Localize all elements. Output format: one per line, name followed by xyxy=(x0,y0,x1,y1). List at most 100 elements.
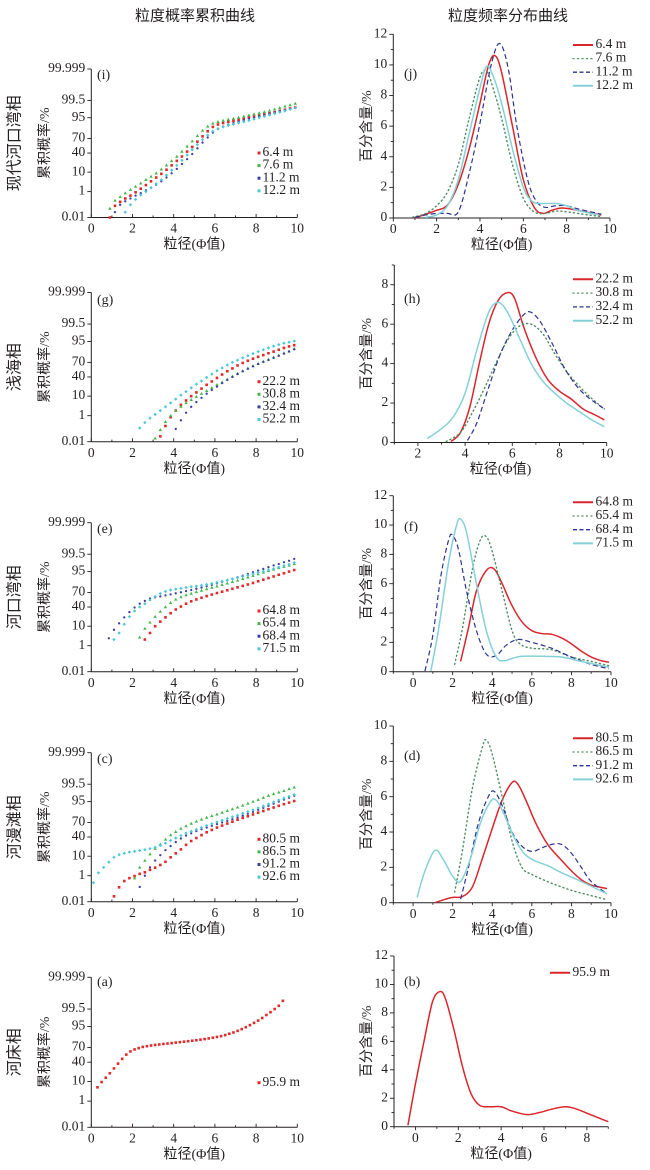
legend-item: 71.5 m xyxy=(257,640,301,655)
x-tick-label: 10 xyxy=(604,906,618,921)
series-12.2m xyxy=(425,65,600,218)
data-point xyxy=(164,848,167,852)
data-point xyxy=(148,598,152,602)
data-point xyxy=(251,808,255,812)
data-point xyxy=(287,570,291,573)
panel-label: (h) xyxy=(404,292,421,307)
x-axis-label: 粒径(Φ值) xyxy=(164,921,226,937)
data-point xyxy=(251,810,255,814)
data-point xyxy=(246,359,250,363)
x-tick-label: 6 xyxy=(212,1130,219,1145)
x-tick-label: 6 xyxy=(212,221,219,236)
legend-item: 65.4 m xyxy=(257,615,301,630)
chart-panel-f: 0 2 4 6 8 10 12 0 2 4 6 8 10 粒径(Φ值) 百分含量/% (f) 64.8 m65.… xyxy=(359,487,633,707)
legend-label: 80.5 m xyxy=(596,729,634,744)
data-point xyxy=(189,839,193,843)
data-point xyxy=(184,411,188,414)
series-line xyxy=(412,69,603,218)
data-point xyxy=(189,386,193,390)
data-point xyxy=(215,822,219,826)
data-point xyxy=(288,103,292,107)
x-tick-label: 0 xyxy=(88,675,95,690)
data-point xyxy=(262,360,265,364)
data-point xyxy=(154,182,158,186)
data-point xyxy=(231,375,234,379)
data-point xyxy=(246,367,250,370)
data-point xyxy=(230,815,235,819)
panel-label: (e) xyxy=(97,522,113,537)
series-64.8m xyxy=(459,566,610,663)
data-point xyxy=(149,180,153,183)
series-line xyxy=(445,322,606,443)
y-tick-label: 1 xyxy=(79,183,86,198)
data-point xyxy=(247,116,251,120)
data-point xyxy=(236,121,241,125)
data-point xyxy=(127,615,132,619)
data-point xyxy=(162,1042,165,1046)
data-point xyxy=(175,159,179,163)
data-point xyxy=(267,108,272,112)
data-point xyxy=(91,880,96,885)
data-point xyxy=(215,369,219,373)
data-point xyxy=(257,111,261,115)
data-point xyxy=(205,585,208,588)
data-point xyxy=(267,807,270,811)
data-point xyxy=(215,812,219,816)
legend-marker xyxy=(257,863,261,866)
x-tick-label: 4 xyxy=(170,221,177,236)
data-point xyxy=(154,171,158,175)
data-point xyxy=(199,825,204,830)
data-point xyxy=(195,142,200,147)
data-point xyxy=(170,164,173,167)
data-point xyxy=(272,575,275,578)
data-point xyxy=(225,581,229,585)
data-point xyxy=(168,588,173,592)
data-point xyxy=(189,591,193,595)
series-line xyxy=(430,517,610,672)
data-point xyxy=(246,583,250,586)
data-point xyxy=(225,363,229,367)
legend-marker xyxy=(257,850,261,854)
data-point xyxy=(211,1036,215,1040)
y-tick-label: 99.999 xyxy=(48,284,85,299)
data-point xyxy=(174,397,178,401)
right-column-title: 粒度频率分布曲线 xyxy=(448,7,568,24)
panel-label: (j) xyxy=(404,67,418,82)
legend-item: 30.8 m xyxy=(257,385,301,400)
data-point xyxy=(163,605,168,609)
data-point xyxy=(262,806,265,809)
data-point xyxy=(148,868,152,872)
data-point xyxy=(205,392,208,395)
data-point xyxy=(101,865,106,870)
y-tick-label: 6 xyxy=(381,575,388,590)
data-point xyxy=(189,600,193,603)
data-point xyxy=(232,119,235,123)
data-point xyxy=(190,145,194,149)
data-point xyxy=(235,813,240,817)
data-point xyxy=(107,860,111,864)
x-tick-label: 8 xyxy=(253,905,260,920)
x-tick-label: 4 xyxy=(170,1130,177,1145)
legend-item: 52.2 m xyxy=(573,312,634,327)
series-30.8m xyxy=(445,322,606,443)
legend-marker xyxy=(257,164,261,168)
legend-item: 11.2 m xyxy=(573,63,633,78)
legend-item: 68.4 m xyxy=(257,627,301,642)
data-point xyxy=(230,360,235,365)
legend-label: 68.4 m xyxy=(263,627,301,642)
data-point xyxy=(184,589,188,593)
data-point xyxy=(148,416,152,420)
data-point xyxy=(252,112,256,116)
data-point xyxy=(221,121,225,125)
data-point xyxy=(118,200,122,204)
legend-label: 11.2 m xyxy=(596,63,633,78)
data-point xyxy=(235,805,240,809)
data-point xyxy=(179,393,183,397)
data-point xyxy=(144,178,148,182)
data-point xyxy=(225,578,229,582)
x-axis-label: 粒径(Φ值) xyxy=(164,461,226,477)
data-point xyxy=(169,844,172,848)
data-point xyxy=(185,150,189,153)
